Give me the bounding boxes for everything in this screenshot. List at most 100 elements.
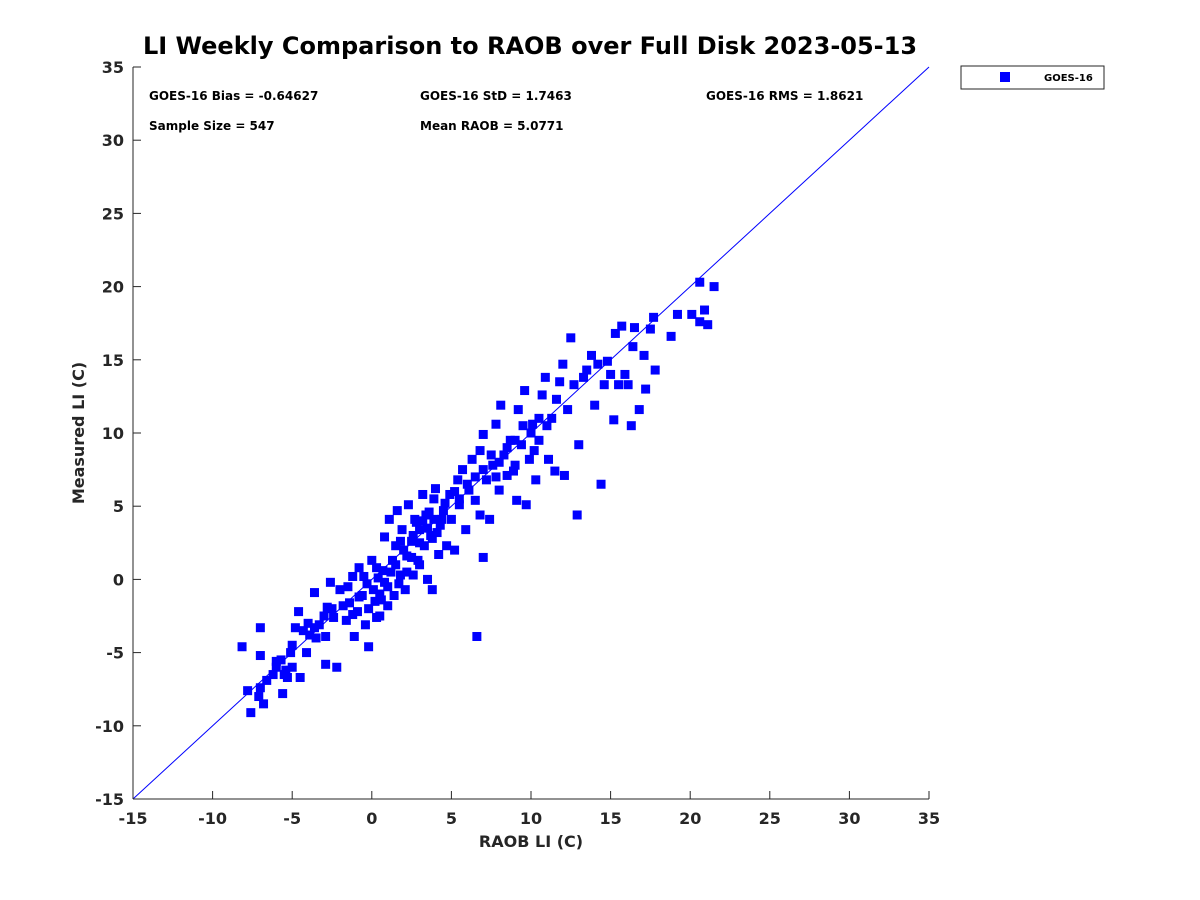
data-point (586, 350, 596, 360)
data-point (461, 525, 471, 535)
data-point (602, 356, 612, 366)
data-point (376, 595, 386, 605)
data-point (645, 324, 655, 334)
data-point (380, 577, 390, 587)
data-point (403, 500, 413, 510)
data-point (491, 472, 501, 482)
chart-title: LI Weekly Comparison to RAOB over Full D… (143, 32, 917, 60)
legend-label: GOES-16 (1044, 73, 1093, 84)
x-tick-label: 15 (599, 809, 621, 828)
data-point (505, 435, 515, 445)
data-point (311, 633, 321, 643)
data-point (574, 440, 584, 450)
data-point (499, 450, 509, 460)
data-point (298, 626, 308, 636)
data-point (450, 487, 460, 497)
data-point (287, 640, 297, 650)
data-point (518, 421, 528, 431)
data-point (563, 405, 573, 415)
x-tick-label: -15 (119, 809, 148, 828)
data-point (472, 631, 482, 641)
data-point (628, 342, 638, 352)
data-point (470, 472, 480, 482)
y-tick-label: 0 (113, 570, 124, 589)
data-point (442, 541, 452, 551)
data-point (368, 585, 378, 595)
data-point (440, 498, 450, 508)
data-point (407, 536, 417, 546)
data-point (502, 470, 512, 480)
data-point (438, 506, 448, 516)
data-point (395, 536, 405, 546)
data-point (322, 602, 332, 612)
y-tick-label: 35 (102, 58, 124, 77)
y-tick-label: 10 (102, 424, 124, 443)
data-point (407, 552, 417, 562)
data-point (394, 579, 404, 589)
data-point (454, 494, 464, 504)
data-point (450, 545, 460, 555)
y-tick-label: -10 (95, 717, 124, 736)
data-point (478, 465, 488, 475)
data-point (617, 321, 627, 331)
data-point (467, 454, 477, 464)
data-point (566, 333, 576, 343)
stat-sample-size: Sample Size = 547 (149, 119, 275, 133)
data-point (481, 475, 491, 485)
data-point (700, 305, 710, 315)
data-point (510, 435, 520, 445)
data-point (695, 277, 705, 287)
data-point (672, 309, 682, 319)
data-point (534, 413, 544, 423)
data-point (524, 454, 534, 464)
data-point (687, 309, 697, 319)
data-point (303, 618, 313, 628)
data-point (547, 413, 557, 423)
data-point (430, 484, 440, 494)
data-point (526, 428, 536, 438)
data-point (423, 574, 433, 584)
data-point (458, 465, 468, 475)
data-point (321, 659, 331, 669)
data-point (510, 460, 520, 470)
data-point (364, 642, 374, 652)
data-point (411, 517, 421, 527)
data-point (408, 530, 418, 540)
data-point (415, 525, 425, 535)
stat-std: GOES-16 StD = 1.7463 (420, 89, 572, 103)
data-point (348, 571, 358, 581)
data-point (528, 419, 538, 429)
data-point (302, 648, 312, 658)
data-point (332, 662, 342, 672)
data-point (367, 555, 377, 565)
data-point (418, 516, 428, 526)
data-point (432, 528, 442, 538)
data-point (392, 506, 402, 516)
data-point (559, 470, 569, 480)
x-tick-label: 0 (366, 809, 377, 828)
data-point (319, 611, 329, 621)
data-point (386, 567, 396, 577)
data-point (424, 507, 434, 517)
data-point (338, 601, 348, 611)
data-point (321, 631, 331, 641)
data-point (555, 377, 565, 387)
data-point (641, 384, 651, 394)
legend: GOES-16 (960, 65, 1105, 90)
data-point (418, 489, 428, 499)
data-point (327, 604, 337, 614)
data-point (372, 563, 382, 573)
data-point (391, 541, 401, 551)
data-point (454, 500, 464, 510)
data-point (383, 601, 393, 611)
data-point (666, 331, 676, 341)
data-point (650, 365, 660, 375)
data-point (542, 421, 552, 431)
data-point (349, 631, 359, 641)
data-point (529, 446, 539, 456)
x-tick-label: -5 (283, 809, 301, 828)
data-point (359, 571, 369, 581)
plot-area (132, 66, 930, 800)
data-point (335, 585, 345, 595)
data-point (520, 386, 530, 396)
